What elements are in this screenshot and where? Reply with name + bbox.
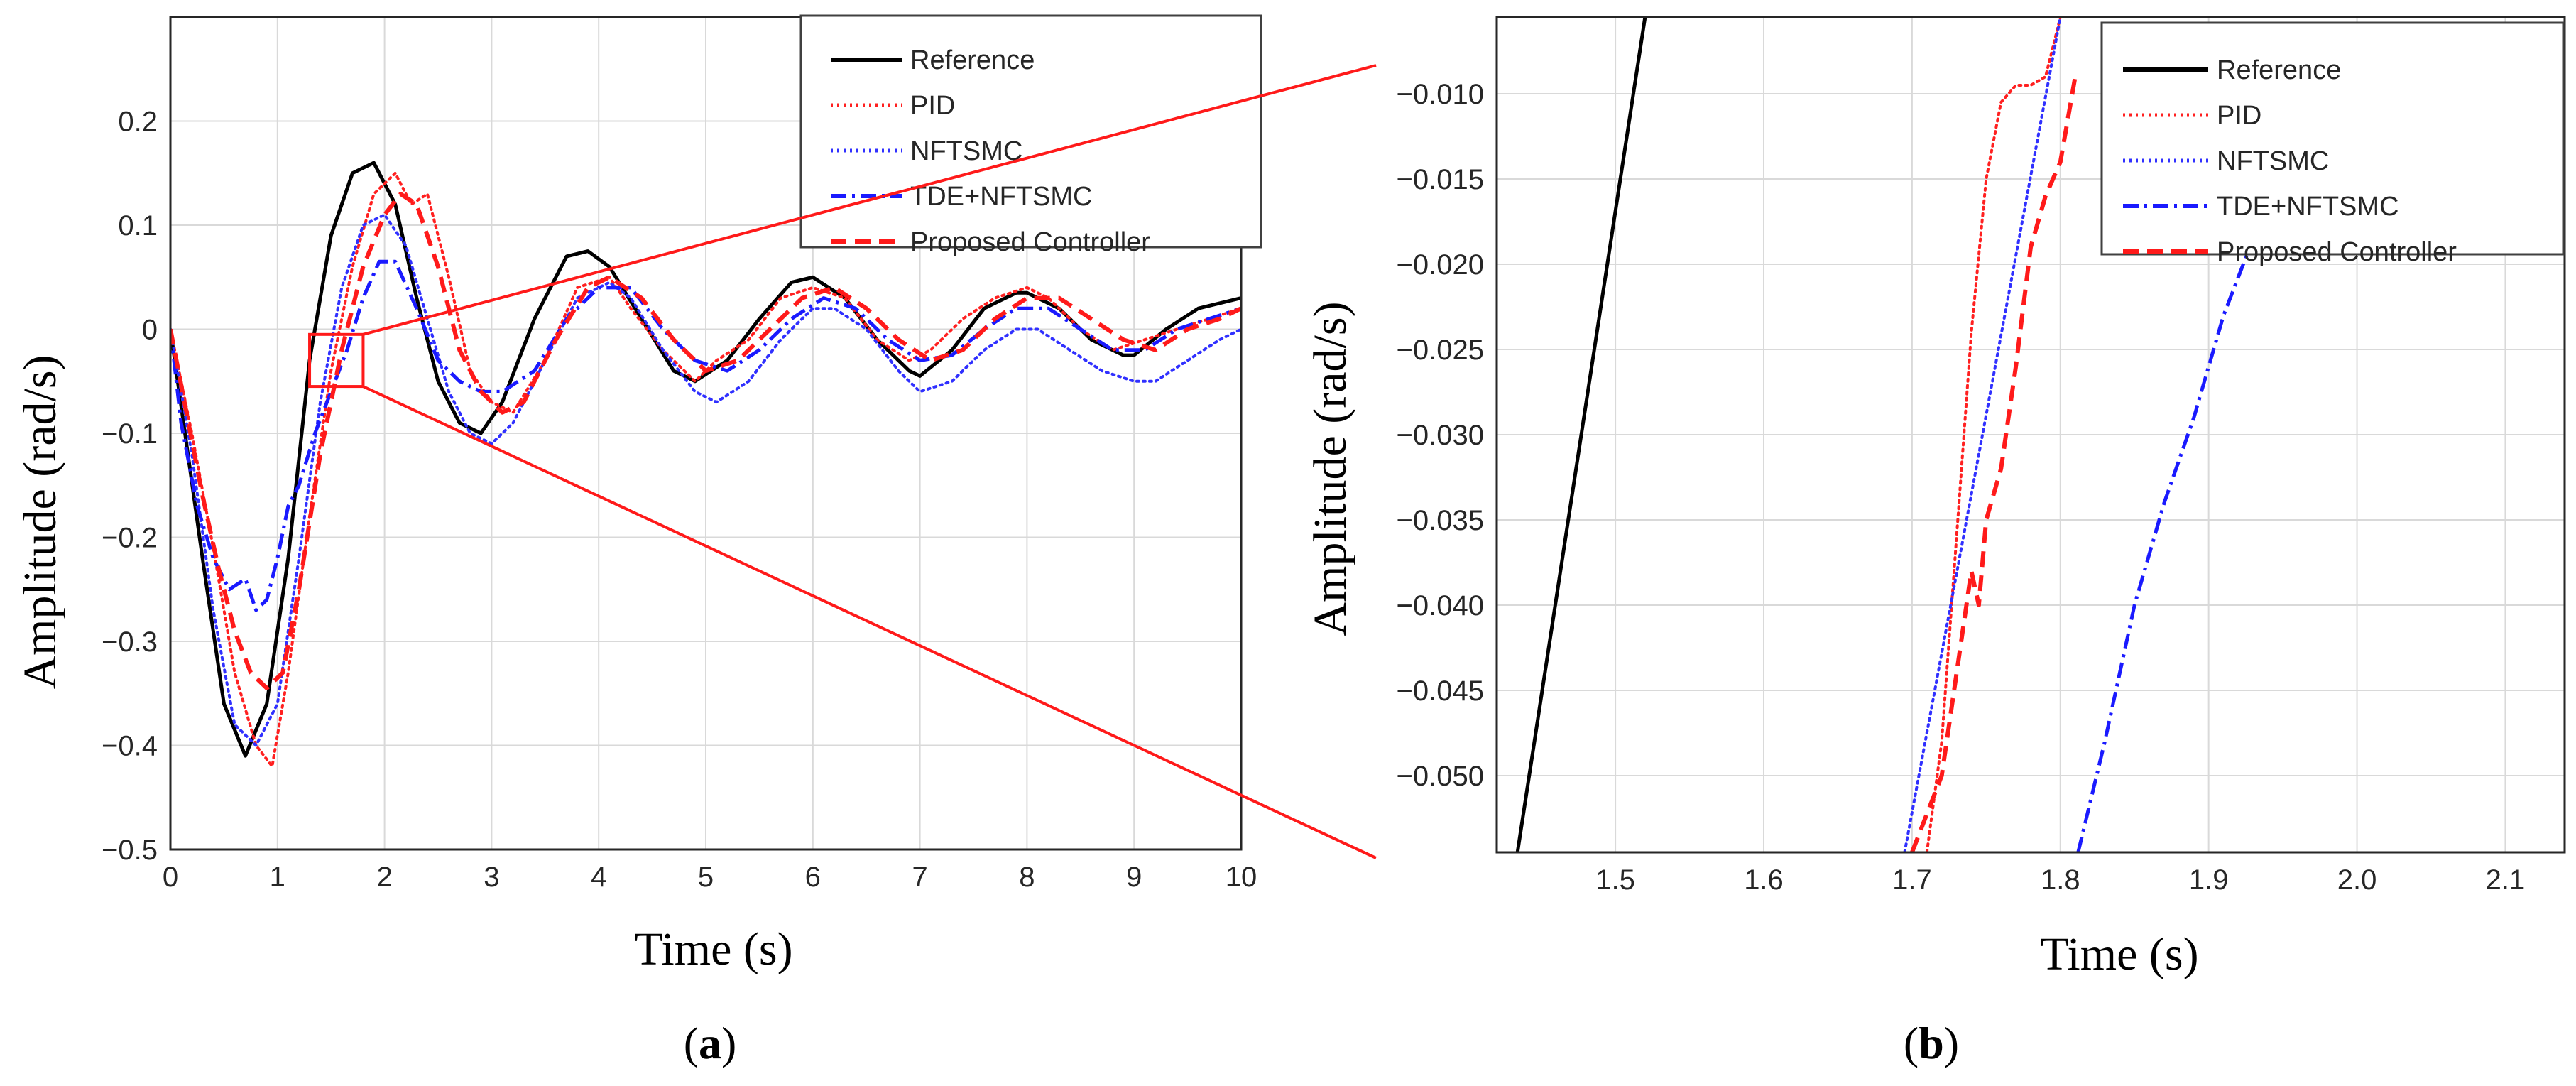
panel-b-x-tick-label: 2.1 xyxy=(2486,864,2526,896)
panel-b-x-tick-label: 1.9 xyxy=(2189,864,2229,896)
panel-a-y-tick-label: −0.4 xyxy=(102,731,158,762)
panel-a-legend-label: Proposed Controller xyxy=(910,227,1150,257)
panel-a-x-tick-label: 6 xyxy=(805,862,821,893)
panel-b-y-tick-label: −0.015 xyxy=(1397,164,1484,195)
panel-a-x-ticks: 0 1 2 3 4 5 6 7 8 9 10 xyxy=(163,862,1257,893)
panel-a-y-tick-label: −0.5 xyxy=(102,835,158,866)
panel-b-y-tick-label: −0.020 xyxy=(1397,249,1484,281)
zoom-connector-top xyxy=(362,64,1377,336)
panel-a-zoom-box xyxy=(308,332,365,389)
panel-b-legend-label: TDE+NFTSMC xyxy=(2217,192,2399,222)
panel-a-chart: 0 1 2 3 4 5 6 7 8 9 10 −0.5 −0.4 −0.3 −0.2 −0.1 0 0.1 0.2… xyxy=(14,14,1262,975)
panel-b-x-tick-label: 1.6 xyxy=(1744,864,1784,896)
panel-a-x-tick-label: 0 xyxy=(163,862,178,893)
panel-b-x-ticks: 1.5 1.6 1.7 1.8 1.9 2.0 2.1 xyxy=(1595,864,2525,896)
panel-b-legend-label: Reference xyxy=(2217,55,2341,85)
panel-b-x-axis-title: Time (s) xyxy=(2040,928,2198,980)
panel-a-y-tick-label: 0 xyxy=(142,315,158,346)
panel-b-y-tick-label: −0.035 xyxy=(1397,505,1484,536)
panel-a-legend-label: Reference xyxy=(910,45,1035,75)
panel-a-legend-label: TDE+NFTSMC xyxy=(910,182,1093,212)
panel-a-y-tick-label: 0.2 xyxy=(118,107,158,138)
panel-a-y-tick-label: −0.3 xyxy=(102,626,158,658)
panel-b-label: (b) xyxy=(1904,1018,1959,1068)
panel-a-label: (a) xyxy=(684,1018,737,1068)
panel-a-legend-box xyxy=(799,14,1262,249)
panel-a-x-tick-label: 10 xyxy=(1226,862,1257,893)
panel-a-series-pid xyxy=(170,171,1241,768)
panel-a-series xyxy=(170,161,1241,768)
zoom-connector-bottom xyxy=(362,385,1377,859)
panel-b-legend: Reference PID NFTSMC TDE+NFTSMC Proposed Con… xyxy=(2100,21,2565,267)
panel-b-x-tick-label: 1.7 xyxy=(1892,864,1932,896)
panel-a-x-tick-label: 1 xyxy=(270,862,285,893)
panel-b-y-ticks: −0.010 −0.015 −0.020 −0.025 −0.030 −0.035 −0.0… xyxy=(1397,79,1484,792)
panel-a-y-tick-label: −0.2 xyxy=(102,523,158,554)
panel-b-series-nftsmc xyxy=(1903,17,2062,852)
panel-a-y-tick-label: 0.1 xyxy=(118,210,158,241)
panel-a-y-ticks: −0.5 −0.4 −0.3 −0.2 −0.1 0 0.1 0.2 xyxy=(102,107,158,867)
panel-a-x-tick-label: 7 xyxy=(912,862,927,893)
panel-a-plot-frame xyxy=(169,16,1243,851)
panel-a-legend-label: PID xyxy=(910,91,955,121)
panel-a-legend: Reference PID NFTSMC TDE+NFTSMC Proposed Con… xyxy=(799,14,1262,257)
panel-b-legend-label: Proposed Controller xyxy=(2217,237,2457,267)
panel-a-x-tick-label: 5 xyxy=(698,862,714,893)
panel-a-y-axis-title: Amplitude (rad/s) xyxy=(14,354,66,689)
panel-b-y-tick-label: −0.030 xyxy=(1397,420,1484,451)
panel-a-x-tick-label: 8 xyxy=(1019,862,1035,893)
panel-b-y-axis-title: Amplitude (rad/s) xyxy=(1304,301,1356,636)
panel-a-legend-label: NFTSMC xyxy=(910,136,1022,166)
panel-b-label-letter: b xyxy=(1919,1018,1944,1068)
panel-a-series-proposed-controller xyxy=(170,192,1241,690)
panel-b-y-tick-label: −0.025 xyxy=(1397,335,1484,366)
panel-b-grid xyxy=(1497,17,2565,852)
panel-b-legend-label: NFTSMC xyxy=(2217,146,2329,176)
panel-b-y-tick-label: −0.050 xyxy=(1397,761,1484,792)
panel-b-legend-label: PID xyxy=(2217,101,2261,131)
panel-b-series-proposed-controller xyxy=(1910,76,2078,852)
panel-b-x-tick-label: 1.5 xyxy=(1595,864,1635,896)
panel-b-plot-frame xyxy=(1495,16,2566,854)
panel-b-chart: 1.5 1.6 1.7 1.8 1.9 2.0 2.1 −0.010 −0.015 −0.020… xyxy=(1304,16,2566,980)
panel-a-x-tick-label: 3 xyxy=(484,862,499,893)
panel-b-series xyxy=(1515,17,2255,852)
panel-b-x-tick-label: 1.8 xyxy=(2041,864,2080,896)
panel-b-y-tick-label: −0.045 xyxy=(1397,675,1484,707)
panel-a-y-tick-label: −0.1 xyxy=(102,418,158,450)
panel-b-y-tick-label: −0.010 xyxy=(1397,79,1484,110)
panel-a-series-tde-nftsmc xyxy=(170,259,1241,612)
panel-b-legend-box xyxy=(2100,21,2565,256)
panel-a-label-letter: a xyxy=(699,1018,721,1068)
panel-a-x-tick-label: 4 xyxy=(591,862,606,893)
panel-b-series-tde-nftsmc xyxy=(2076,238,2255,852)
panel-b-series-pid xyxy=(1925,17,2062,852)
panel-b-x-tick-label: 2.0 xyxy=(2337,864,2377,896)
panel-a-x-axis-title: Time (s) xyxy=(634,923,792,975)
panel-a-x-tick-label: 9 xyxy=(1126,862,1142,893)
panel-b-y-tick-label: −0.040 xyxy=(1397,590,1484,621)
panel-b-series-reference xyxy=(1515,17,1647,852)
panel-a-x-tick-label: 2 xyxy=(376,862,392,893)
